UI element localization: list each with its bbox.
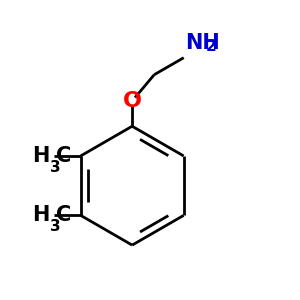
- Text: C: C: [56, 206, 71, 225]
- Text: NH: NH: [185, 33, 220, 53]
- Text: H: H: [32, 146, 50, 166]
- Text: C: C: [56, 146, 71, 166]
- Text: 2: 2: [206, 39, 216, 54]
- Text: 3: 3: [50, 160, 60, 175]
- Text: O: O: [123, 91, 142, 111]
- Text: 3: 3: [50, 219, 60, 234]
- Text: H: H: [32, 206, 50, 225]
